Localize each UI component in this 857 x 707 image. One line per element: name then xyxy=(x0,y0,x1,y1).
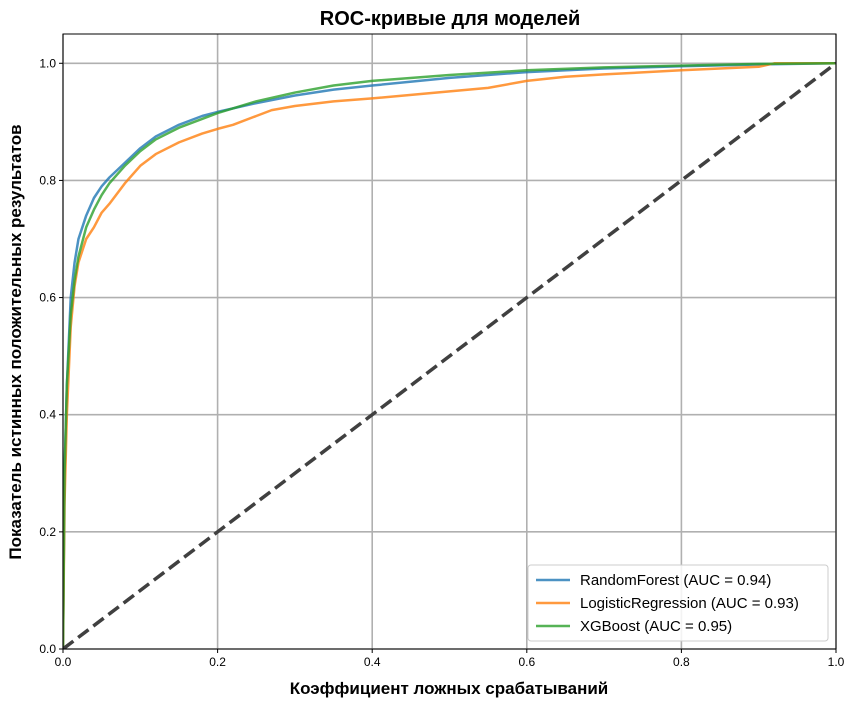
roc-line-randomforest xyxy=(63,62,836,649)
x-tick-label: 0.2 xyxy=(209,655,226,669)
x-tick-label: 0.6 xyxy=(518,655,535,669)
x-tick-label: 0.0 xyxy=(55,655,72,669)
roc-line-xgboost xyxy=(63,62,836,649)
y-tick-label: 0.2 xyxy=(39,525,56,539)
y-tick-label: 0.8 xyxy=(39,173,56,187)
random-baseline-line xyxy=(63,61,836,649)
legend-entry: XGBoost (AUC = 0.95) xyxy=(580,618,732,635)
axis-ticks: 0.0 0.2 0.4 0.6 0.8 1.0 0.0 0.2 0.4 0.6 0.8 1.0 xyxy=(39,56,844,669)
legend: RandomForest (AUC = 0.94) LogisticRegress… xyxy=(527,564,829,642)
legend-box xyxy=(527,564,829,642)
x-tick-label: 0.8 xyxy=(673,655,690,669)
y-tick-label: 0.0 xyxy=(39,642,56,656)
y-tick-label: 0.6 xyxy=(39,291,56,305)
grid xyxy=(62,34,837,650)
y-axis-label: Показатель истинных положительных резуль… xyxy=(6,124,25,559)
x-tick-label: 1.0 xyxy=(828,655,845,669)
y-tick-label: 1.0 xyxy=(39,56,56,70)
legend-entry: RandomForest (AUC = 0.94) xyxy=(580,572,771,589)
y-tick-label: 0.4 xyxy=(39,408,56,422)
x-tick-label: 0.4 xyxy=(364,655,381,669)
chart-title: ROC-кривые для моделей xyxy=(320,8,580,30)
plot-area xyxy=(63,61,836,649)
plot-frame xyxy=(62,33,837,650)
x-axis-label: Коэффициент ложных срабатываний xyxy=(290,679,609,698)
legend-entry: LogisticRegression (AUC = 0.93) xyxy=(580,595,799,612)
